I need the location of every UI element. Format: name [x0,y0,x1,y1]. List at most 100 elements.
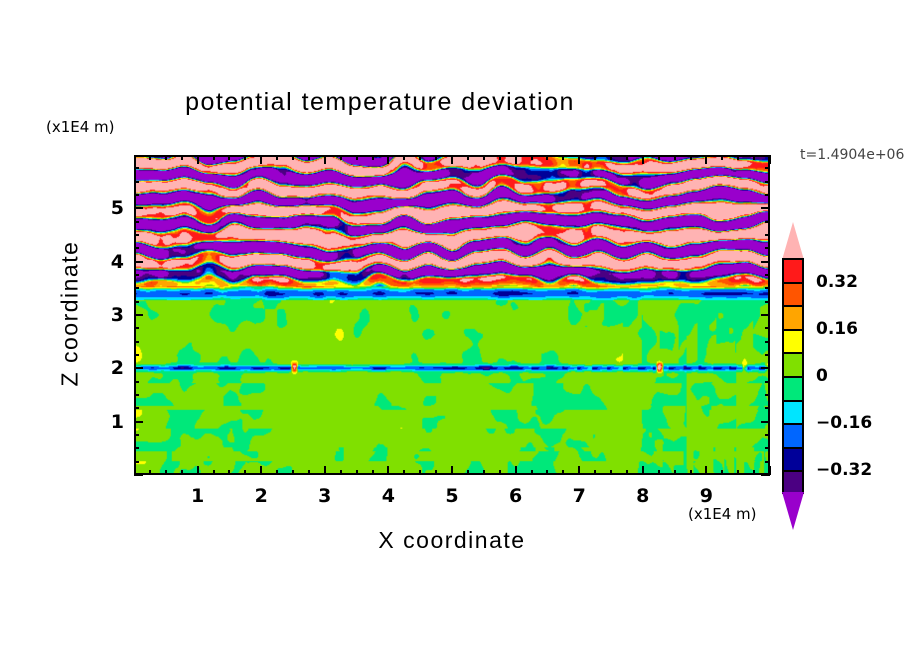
z-tick [134,461,139,463]
x-tick [626,470,628,475]
colorbar-band [784,330,802,355]
x-tick-top [451,155,453,164]
z-tick-right [765,447,770,449]
x-tick [546,470,548,475]
x-tick-top [531,155,533,160]
x-tick-label: 4 [381,485,396,507]
x-tick [578,466,580,475]
z-tick [134,247,139,249]
page-title: potential temperature deviation [185,88,575,116]
z-tick-label: 4 [110,250,124,273]
x-tick-top [626,155,628,160]
colorbar [778,222,808,532]
z-tick [134,167,139,169]
colorbar-band [784,425,802,449]
z-tick-label: 2 [110,357,124,380]
z-tick [134,194,139,196]
colorbar-tick-label: 0 [816,366,828,386]
x-axis-title: X coordinate [378,527,526,553]
colorbar-band [784,401,802,426]
z-tick-right [765,194,770,196]
x-tick-top [642,155,644,164]
x-tick-top [515,155,517,164]
x-tick [244,470,246,475]
colorbar-band [784,260,802,284]
z-tick [134,341,139,343]
x-tick [387,466,389,475]
z-tick-label: 5 [110,197,124,220]
x-tick-top [721,155,723,160]
colorbar-tick-label: 0.32 [816,271,858,292]
z-tick-right [765,434,770,436]
z-tick-right [765,394,770,396]
z-tick [134,367,143,369]
x-tick [753,470,755,475]
x-tick [515,466,517,475]
x-tick-top [292,155,294,160]
x-tick-top [308,155,310,160]
colorbar-band [784,283,802,308]
contour-field-canvas [136,157,768,473]
colorbar-band [784,448,802,473]
x-tick [403,470,405,475]
x-tick-top [753,155,755,160]
x-tick [276,470,278,475]
x-tick [531,470,533,475]
z-tick [134,434,139,436]
x-tick [674,470,676,475]
x-tick-label: 7 [572,485,586,507]
z-tick [134,421,143,423]
x-tick [340,470,342,475]
x-tick [642,466,644,475]
x-tick-top [419,155,421,160]
x-tick-top [546,155,548,160]
colorbar-cap-top [782,222,804,260]
colorbar-bands [782,258,804,496]
z-tick [134,287,139,289]
x-tick [467,470,469,475]
x-tick [721,470,723,475]
z-tick [134,407,139,409]
z-tick-right [765,407,770,409]
z-tick-right [761,261,770,263]
x-tick-top [181,155,183,160]
x-tick-top [213,155,215,160]
x-tick-top [244,155,246,160]
z-tick-right [761,474,770,476]
x-tick [165,470,167,475]
z-tick-right [765,167,770,169]
z-tick [134,221,139,223]
colorbar-tick-label: −0.32 [816,460,873,481]
z-tick [134,234,139,236]
z-tick-label: 3 [110,304,124,326]
x-tick-top [435,155,437,160]
z-tick-right [765,234,770,236]
contour-plot-area [134,155,770,475]
x-tick [149,470,151,475]
x-tick-top [483,155,485,160]
x-tick-top [594,155,596,160]
colorbar-tick-label: −0.16 [816,413,873,434]
x-tick [562,470,564,475]
x-axis-unit-label: (x1E4 m) [688,505,757,523]
z-tick-right [761,421,770,423]
x-tick [435,470,437,475]
x-tick-label: 9 [699,485,714,507]
z-tick-right [761,207,770,209]
x-tick-top [149,155,151,160]
x-tick [769,466,771,475]
z-tick [134,327,139,329]
x-tick [594,470,596,475]
x-tick-top [769,155,771,164]
x-tick-top [340,155,342,160]
x-tick-top [165,155,167,160]
x-tick [419,470,421,475]
z-tick-right [765,354,770,356]
z-tick-right [765,381,770,383]
x-tick-label: 2 [254,485,268,507]
x-tick [308,470,310,475]
x-tick [451,466,453,475]
x-tick-top [467,155,469,160]
z-tick [134,301,139,303]
z-tick [134,381,139,383]
